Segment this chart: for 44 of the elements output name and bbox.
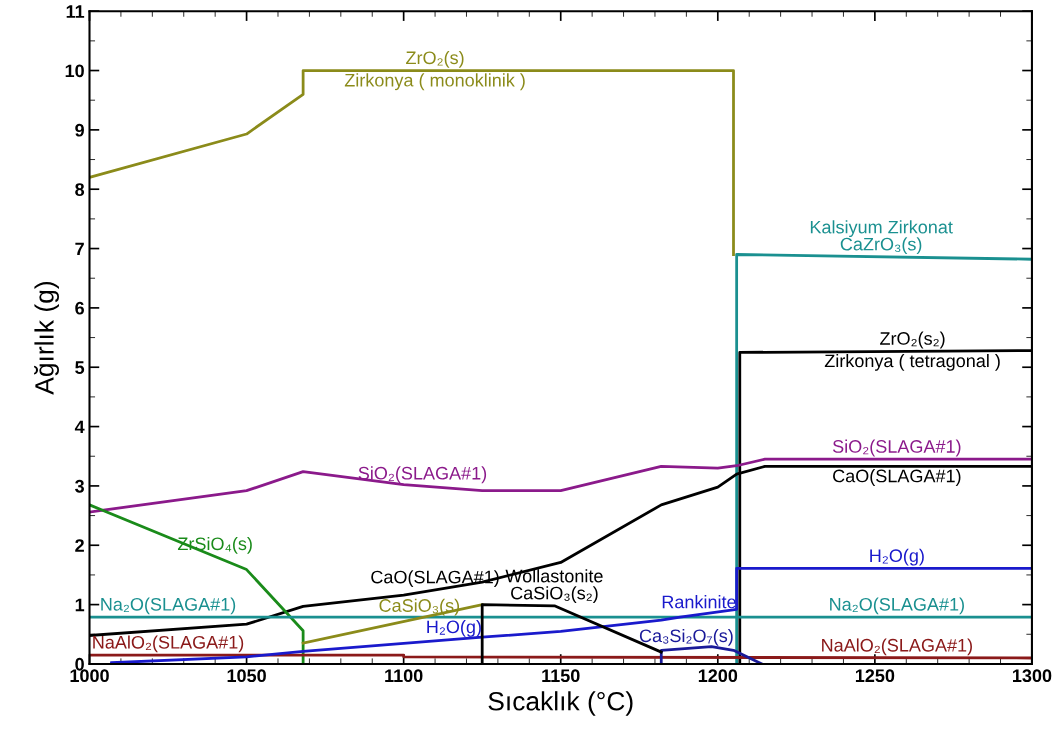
y-tick-label: 0 bbox=[75, 657, 84, 671]
annotation: CaZrO₃(s) bbox=[840, 237, 922, 255]
y-tick-label: 5 bbox=[75, 361, 85, 374]
x-axis-title: Sıcaklık (°C) bbox=[488, 691, 633, 716]
x-tick-label: 1300 bbox=[1013, 669, 1052, 683]
y-tick-label: 10 bbox=[65, 64, 84, 78]
y-tick-label: 2 bbox=[75, 539, 84, 552]
y-tick-label: 4 bbox=[74, 420, 85, 434]
annotation: Zirkonya ( monoklinik ) bbox=[344, 73, 525, 91]
annotation: NaAlO₂(SLAGA#1) bbox=[822, 638, 972, 656]
annotation: Kalsiyum Zirkonat bbox=[810, 220, 953, 238]
line-series bbox=[89, 69, 735, 256]
annotation: CaSiO₃(s) bbox=[379, 598, 460, 616]
y-tick-label: 7 bbox=[75, 242, 84, 256]
y-tick-label: 9 bbox=[75, 123, 84, 137]
annotation: CaO(SLAGA#1) bbox=[833, 469, 961, 486]
annotation: Wollastonite bbox=[505, 569, 603, 583]
x-tick-label: 1000 bbox=[70, 669, 109, 683]
annotation: SiO₂(SLAGA#1) bbox=[358, 466, 487, 484]
annotation: H₂O(g) bbox=[870, 548, 924, 566]
annotation: ZrO₂(s₂) bbox=[880, 331, 945, 349]
annotation: Zirkonya ( tetragonal ) bbox=[824, 353, 1000, 371]
x-tick-label: 1250 bbox=[855, 669, 895, 683]
annotation: CaSiO₃(s₂) bbox=[511, 586, 598, 603]
annotation: Na₂O(SLAGA#1) bbox=[830, 597, 964, 615]
annotation: NaAlO₂(SLAGA#1) bbox=[93, 635, 244, 653]
annotation: ZrO₂(s) bbox=[406, 50, 464, 68]
annotation: CaO(SLAGA#1) bbox=[371, 570, 499, 587]
y-tick-label: 11 bbox=[66, 5, 85, 18]
annotation: Ca₃Si₂O₇(s) bbox=[639, 628, 733, 646]
line-series bbox=[89, 503, 305, 664]
x-tick-label: 1150 bbox=[542, 669, 580, 683]
y-tick-label: 8 bbox=[75, 183, 85, 196]
annotation: SiO₂(SLAGA#1) bbox=[832, 439, 961, 457]
line-series bbox=[89, 457, 1032, 514]
x-tick-label: 1050 bbox=[227, 669, 266, 683]
y-tick-label: 1 bbox=[75, 598, 85, 612]
annotation: Na₂O(SLAGA#1) bbox=[101, 597, 236, 615]
y-axis-title: Ağırlık (g) bbox=[34, 282, 60, 395]
y-tick-label: 6 bbox=[75, 301, 84, 315]
annotation: H₂O(g) bbox=[427, 620, 481, 637]
x-tick-label: 1200 bbox=[698, 669, 738, 683]
y-tick-label: 3 bbox=[75, 479, 84, 493]
x-tick-label: 1100 bbox=[385, 669, 423, 683]
